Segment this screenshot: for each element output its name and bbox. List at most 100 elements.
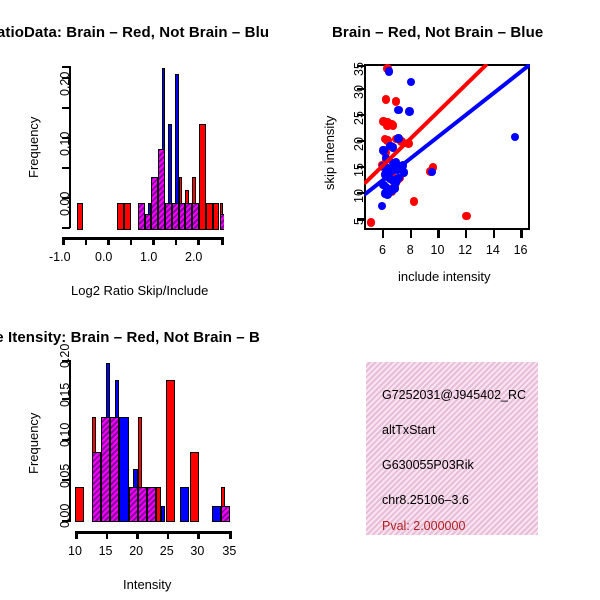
ratio-y-tick — [62, 226, 70, 230]
intensity-histogram-title: ne Itensity: Brain – Red, Not Brain – B — [0, 329, 260, 346]
ratio-histogram-y-axis-label: Frequency — [26, 116, 41, 178]
scatter-y-tick — [357, 192, 365, 195]
ratio-y-tick — [62, 136, 70, 140]
scatter-point — [409, 197, 419, 206]
scatter-point — [510, 132, 519, 142]
histogram-bar — [91, 451, 101, 522]
scatter-point — [383, 136, 392, 145]
histogram-bar — [110, 416, 120, 522]
ratio-x-ticklabel: 2.0 — [185, 250, 203, 264]
ratio-histogram-plot-area — [72, 62, 224, 230]
ratio-x-tick — [84, 237, 88, 245]
scatter-point — [388, 121, 398, 130]
inthist-y-ticklabel: 0.10 — [58, 422, 72, 447]
histogram-overlap-bar — [137, 203, 145, 230]
gene-info-panel: G7252031@J945402_RC altTxStart G630055P0… — [366, 362, 538, 535]
inthist-x-tick — [105, 531, 109, 539]
scatter-y-tick — [357, 166, 365, 169]
ratio-y-tick — [62, 76, 70, 80]
intensity-scatter-plot-area — [364, 64, 530, 230]
ratio-x-tick — [174, 237, 178, 245]
ratio-x-tick — [221, 237, 224, 245]
scatter-point — [462, 211, 471, 221]
histogram-bar — [211, 505, 221, 522]
scatter-point — [391, 97, 401, 106]
histogram-overlap-bar — [144, 213, 152, 230]
inthist-x-tick — [166, 531, 170, 539]
scatter-point — [394, 134, 403, 143]
inthist-y-ticklabel: 0.05 — [58, 463, 72, 488]
histogram-bar — [205, 203, 213, 230]
scatter-y-ticklabel: 30 — [352, 85, 366, 99]
histogram-overlap-bar — [185, 203, 193, 230]
intensity-histogram-x-axis — [75, 531, 232, 534]
scatter-x-tick — [437, 230, 440, 238]
histogram-bar — [75, 487, 85, 522]
ratio-histogram-x-axis-label: Log2 Ratio Skip/Include — [71, 283, 209, 298]
ratio-y-ticklabel: 0.20 — [58, 71, 72, 96]
scatter-point — [383, 121, 392, 131]
info-line-event-type: altTxStart — [382, 423, 436, 437]
scatter-x-tick — [409, 230, 412, 238]
ratio-x-tick — [152, 237, 155, 245]
scatter-point — [388, 143, 398, 152]
inthist-x-ticklabel: 15 — [98, 544, 113, 558]
histogram-bar — [137, 487, 147, 522]
scatter-y-ticklabel: 25 — [352, 111, 366, 125]
inthist-y-tick — [62, 438, 70, 441]
intensity-histogram-y-axis — [69, 360, 72, 522]
histogram-bar — [199, 124, 206, 230]
scatter-point — [391, 157, 401, 167]
scatter-y-ticklabel: 10 — [352, 189, 366, 203]
scatter-y-tick — [357, 113, 365, 117]
info-line-gene-id: G7252031@J945402_RC — [382, 388, 527, 402]
histogram-bar — [180, 487, 190, 522]
info-line-pval: Pval: 2.000000 — [382, 519, 466, 533]
ratio-histogram-panel: RatioData: Brain – Red, Not Brain – Blu … — [0, 0, 300, 310]
scatter-x-ticklabel: 14 — [485, 243, 500, 257]
inthist-x-ticklabel: 35 — [222, 544, 237, 558]
histogram-overlap-bar — [151, 176, 159, 230]
scatter-point — [406, 77, 416, 86]
histogram-bar — [128, 487, 138, 522]
inthist-x-ticklabel: 20 — [129, 544, 144, 558]
scatter-point — [405, 107, 414, 116]
scatter-x-tick — [520, 230, 523, 238]
inthist-y-tick — [62, 479, 70, 482]
scatter-x-ticklabel: 12 — [458, 243, 473, 257]
histogram-bar — [100, 416, 111, 522]
ratio-histogram-y-axis — [69, 66, 72, 228]
inthist-x-tick — [75, 531, 78, 539]
ratio-y-ticklabel: 0.10 — [58, 131, 72, 156]
intensity-scatter-title: Brain – Red, Not Brain – Blue — [332, 24, 544, 41]
scatter-y-ticklabel: 5 — [352, 218, 366, 225]
ratio-x-tick — [129, 237, 133, 245]
scatter-x-tick — [381, 230, 385, 238]
inthist-x-ticklabel: 10 — [68, 544, 82, 558]
inthist-x-ticklabel: 30 — [190, 544, 205, 558]
scatter-x-tick — [465, 230, 468, 238]
ratio-x-ticklabel: -1.0 — [49, 250, 71, 264]
scatter-point — [394, 105, 403, 115]
histogram-overlap-bar — [165, 203, 172, 230]
ratio-y-tick — [62, 106, 70, 110]
histogram-bar — [189, 451, 199, 522]
scatter-point — [399, 168, 409, 177]
intensity-histogram-plot-area — [72, 360, 232, 522]
scatter-x-ticklabel: 8 — [406, 243, 414, 257]
scatter-y-tick — [357, 218, 365, 221]
scatter-x-ticklabel: 10 — [430, 243, 445, 257]
ratio-y-tick — [62, 166, 70, 170]
scatter-point — [394, 173, 403, 182]
scatter-point — [427, 167, 436, 177]
histogram-bar — [119, 416, 129, 522]
histogram-bar — [117, 203, 125, 230]
scatter-point — [384, 67, 394, 76]
histogram-overlap-bar — [219, 213, 224, 230]
histogram-bar — [220, 505, 231, 522]
inthist-x-ticklabel: 25 — [159, 544, 174, 558]
histogram-bar — [165, 380, 175, 522]
ratio-x-ticklabel: 1.0 — [140, 250, 158, 264]
scatter-point — [366, 218, 376, 227]
info-line-locus: chr8.25106–3.6 — [382, 493, 469, 507]
